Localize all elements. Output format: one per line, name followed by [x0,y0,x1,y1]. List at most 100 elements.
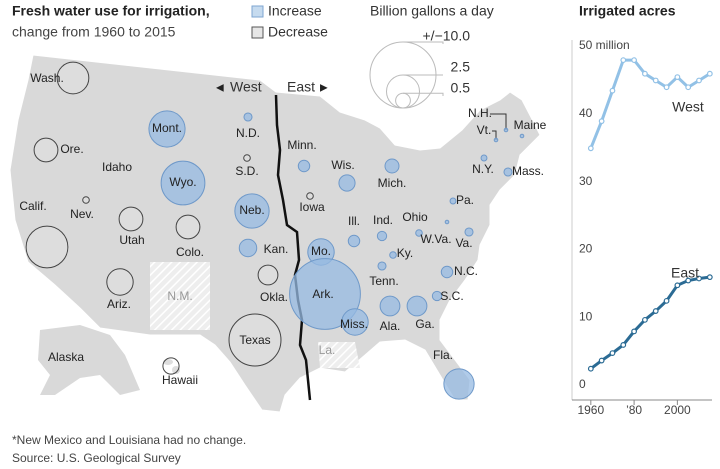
increase-bubble [243,112,253,122]
decrease-bubble [162,357,180,375]
state-label: Ill. [348,214,360,228]
decrease-bubble [118,206,144,232]
increase-bubble [289,258,361,330]
state-label: Va. [455,236,472,250]
series-point [598,118,605,125]
state-label: N.C. [454,264,478,278]
increase-bubble [415,229,423,237]
decrease-bubble [257,264,279,286]
legend-size-label: 0.5 [451,80,471,96]
increase-bubble [431,290,443,302]
east-label: East [287,79,315,95]
state-label: Mich. [378,176,407,190]
x-tick-label: 2000 [664,403,691,417]
state-label: Fla. [433,348,453,362]
series-point [620,342,627,348]
state-label: Vt. [477,123,492,137]
increase-bubble [384,158,400,174]
y-tick-label: 50 million [579,38,630,52]
series-point [652,77,659,84]
decrease-bubble [306,192,314,200]
increase-bubble [480,154,488,162]
series-point [685,277,692,284]
state-label: Ark. [312,287,333,301]
increase-bubble [238,238,258,258]
legend-circle [395,92,411,109]
legend-size-label: 2.5 [451,59,471,75]
alaska-shape [38,325,140,395]
series-label: West [672,99,704,115]
series-point [587,145,594,152]
increase-bubble [148,110,186,148]
increase-bubble [347,234,361,248]
us-silhouette [9,54,541,413]
state-label: N.Y. [472,162,494,176]
state-label: Ga. [415,317,434,331]
series-point [652,308,659,314]
series-point [663,297,670,304]
increase-bubble [160,160,206,206]
state-label: Neb. [239,203,264,217]
state-label: S.C. [440,289,463,303]
state-label: Hawaii [162,373,198,387]
state-label: Miss. [340,317,368,331]
increase-bubble [449,197,457,205]
decrease-bubble [228,313,282,367]
state-label: Ky. [397,246,413,260]
increase-bubble [338,174,356,192]
series-point [685,84,692,91]
increase-bubble [341,308,369,336]
decrease-bubble [175,214,201,240]
state-label: Kan. [264,242,289,256]
series-line [589,275,711,370]
decrease-bubble [82,196,90,204]
increase-bubble [519,133,525,139]
legend-leader [403,92,444,96]
legend-leader [403,41,444,44]
state-label: Mont. [152,121,182,135]
state-label: Colo. [176,245,204,259]
series-point [631,328,637,335]
legend-increase: Increase [268,3,322,19]
state-label: Alaska [48,350,84,364]
decrease-bubble [33,137,59,163]
increase-bubble [379,295,401,317]
arrow-right: ▶ [320,83,328,94]
series-point [706,274,713,281]
state-label: Tenn. [369,274,398,288]
state-label: Ind. [373,213,393,227]
decrease-swatch [251,26,264,39]
chart-title: Irrigated acres [579,3,676,19]
decrease-bubble [56,61,90,95]
state-label: Minn. [287,138,316,152]
state-label: Utah [119,233,144,247]
legend-unit: Billion gallons a day [370,3,494,19]
state-label: N.M. [167,289,192,303]
state-label: Calif. [19,199,46,213]
increase-bubble [493,137,499,143]
state-label: N.D. [236,126,260,140]
leader-lines [490,113,507,130]
state-label: Ala. [380,319,401,333]
series-point [674,74,681,80]
series-point [674,282,681,289]
state-label: Pa. [456,193,474,207]
source: Source: U.S. Geological Survey [12,451,181,465]
state-label: Ariz. [107,297,131,311]
arrow-left: ◀ [216,83,224,94]
series-point [642,316,648,323]
series-point [696,275,702,282]
increase-bubble [503,127,509,133]
decrease-bubble [25,225,69,269]
state-label: Texas [239,333,270,347]
y-tick-label: 20 [579,242,593,256]
series-point [663,84,670,91]
increase-bubble [234,193,270,229]
x-tick-label: 1960 [577,403,604,417]
state-label: Iowa [299,200,325,214]
state-label: N.H. [468,106,492,120]
no-change-area [150,262,210,330]
increase-bubble [406,295,428,317]
state-label: Ohio [402,210,428,224]
decrease-bubble [106,268,134,296]
